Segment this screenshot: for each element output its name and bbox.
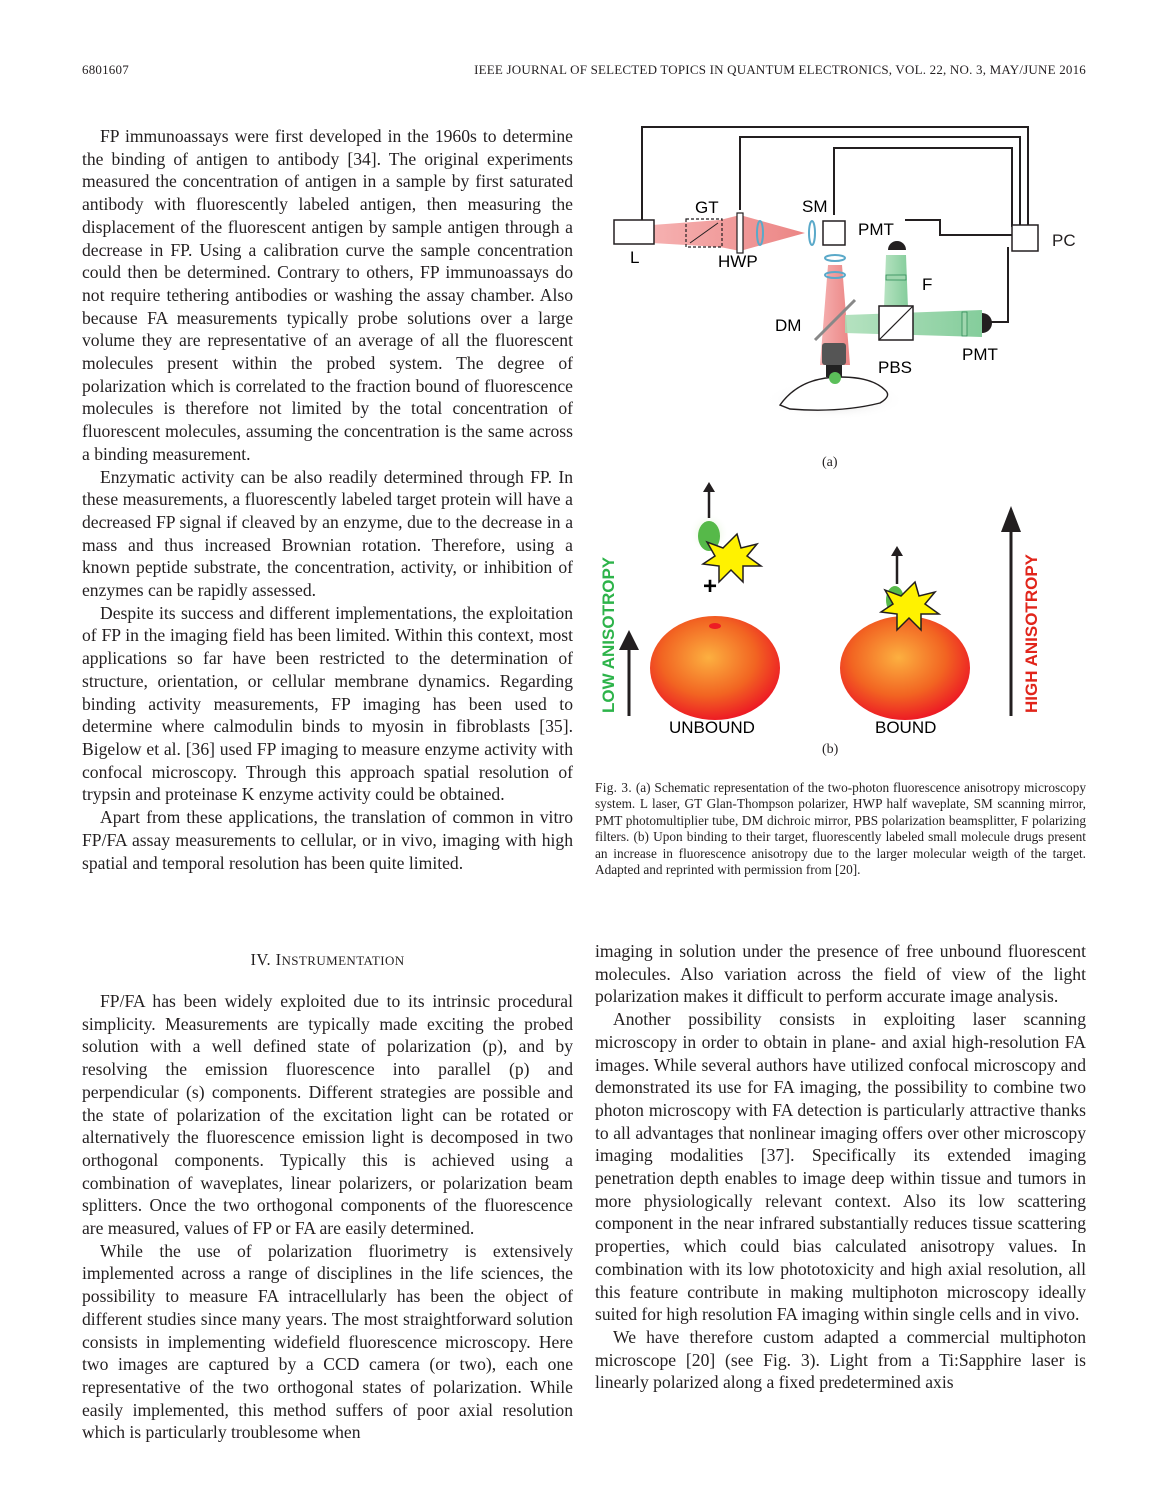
mouse <box>778 376 889 411</box>
label-sm: SM <box>802 197 828 216</box>
caption-text: (a) Schematic representation of the two-… <box>595 780 1086 878</box>
journal-title: IEEE JOURNAL OF SELECTED TOPICS IN QUANT… <box>474 62 1086 77</box>
figure-a-sublabel: (a) <box>822 455 838 470</box>
label-high-anisotropy: HIGH ANISOTROPY <box>1022 553 1041 713</box>
running-header: 6801607 IEEE JOURNAL OF SELECTED TOPICS … <box>82 62 1086 84</box>
figure-caption: Fig. 3. (a) Schematic representation of … <box>595 780 1086 878</box>
excitation-beam <box>652 215 805 251</box>
paragraph: FP immunoassays were first developed in … <box>82 126 573 464</box>
pmt-top <box>888 241 906 250</box>
label-low-anisotropy: LOW ANISOTROPY <box>599 556 618 713</box>
right-column-body: imaging in solution under the presence o… <box>595 940 1086 1394</box>
dichroic-mirror <box>813 298 857 342</box>
objective <box>822 343 846 365</box>
paragraph: FP/FA has been widely exploited due to i… <box>82 991 573 1239</box>
plus-sign: + <box>703 573 717 600</box>
label-f: F <box>922 275 932 294</box>
section-heading: IV. INSTRUMENTATION <box>82 950 573 970</box>
paragraph: Despite its success and different implem… <box>82 602 573 805</box>
target-bound <box>840 616 970 720</box>
section-title-first: I <box>275 950 282 969</box>
label-l: L <box>630 248 639 267</box>
paragraph: Enzymatic activity can be also readily d… <box>82 466 573 601</box>
left-column-body: FP immunoassays were first developed in … <box>82 125 573 874</box>
target-unbound <box>650 616 780 720</box>
caption-label: Fig. 3. <box>595 780 632 795</box>
label-hwp: HWP <box>718 252 758 271</box>
label-pc: PC <box>1052 231 1076 250</box>
figure-b-illustration: LOW ANISOTROPY HIGH ANISOTROPY + UNBOUND… <box>599 482 1041 737</box>
paragraph: Apart from these applications, the trans… <box>82 807 573 873</box>
paragraph: Another possibility consists in exploiti… <box>595 1009 1086 1325</box>
label-bound: BOUND <box>875 718 936 737</box>
pmt-right <box>982 313 992 333</box>
page-number: 6801607 <box>82 62 129 77</box>
label-pmt-top: PMT <box>858 220 894 239</box>
label-pbs: PBS <box>878 358 912 377</box>
label-unbound: UNBOUND <box>669 718 755 737</box>
scanning-mirror <box>822 220 846 246</box>
label-dm: DM <box>775 316 801 335</box>
drug-unbound <box>698 521 720 551</box>
paragraph: While the use of polarization fluorimetr… <box>82 1240 573 1443</box>
figure-b-sublabel: (b) <box>822 742 839 757</box>
paragraph: imaging in solution under the presence o… <box>595 941 1086 1007</box>
label-pmt-right: PMT <box>962 345 998 364</box>
label-gt: GT <box>695 198 719 217</box>
glan-thompson <box>685 218 723 248</box>
laser-box <box>613 219 655 245</box>
section-number: IV. <box>250 950 272 969</box>
section-title-rest: NSTRUMENTATION <box>281 953 405 968</box>
left-column-body-2: FP/FA has been widely exploited due to i… <box>82 990 573 1444</box>
paragraph: We have therefore custom adapted a comme… <box>595 1326 1086 1393</box>
figure-a-schematic: PC L GT HWP SM DM F PBS PMT PMT <box>613 126 1076 420</box>
half-waveplate <box>736 212 744 254</box>
pc-box <box>1011 224 1039 252</box>
